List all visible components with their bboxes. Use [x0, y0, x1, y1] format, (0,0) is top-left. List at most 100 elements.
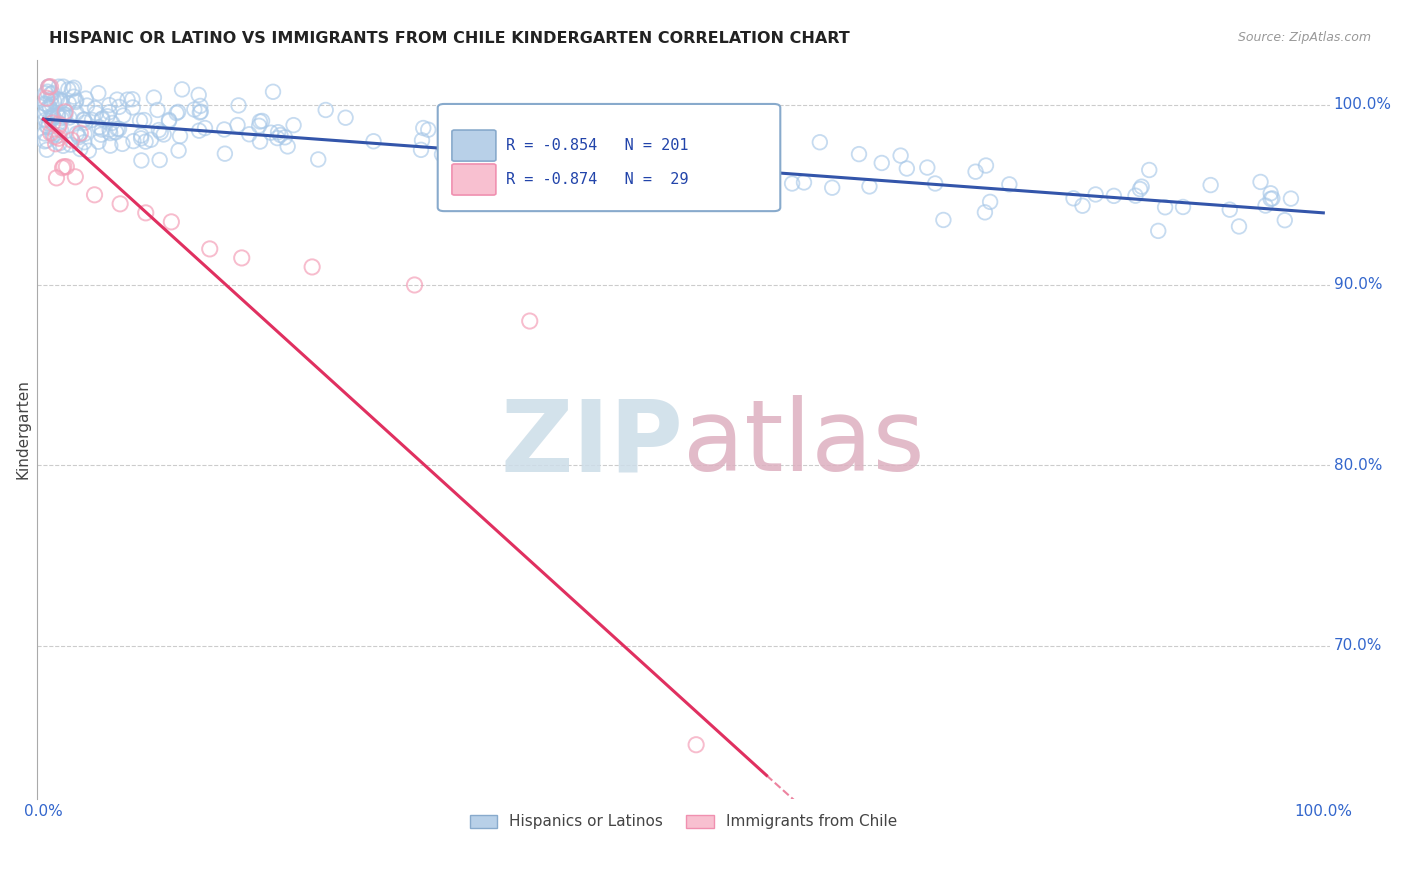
Y-axis label: Kindergarten: Kindergarten	[15, 379, 30, 479]
Point	[190, 104, 212, 119]
Point	[134, 113, 156, 128]
Point	[105, 93, 128, 107]
Point	[167, 104, 190, 119]
Point	[170, 82, 193, 96]
Point	[858, 179, 880, 194]
Point	[129, 128, 152, 143]
Point	[870, 156, 893, 170]
Point	[65, 95, 87, 109]
Point	[38, 79, 60, 94]
Point	[67, 130, 90, 145]
Point	[53, 104, 76, 119]
Point	[42, 111, 65, 125]
Point	[1274, 213, 1296, 227]
Point	[612, 134, 634, 148]
Text: 100.0%: 100.0%	[1334, 97, 1392, 112]
Point	[101, 116, 124, 130]
Point	[41, 97, 63, 112]
Point	[121, 100, 143, 114]
Point	[266, 131, 288, 145]
Point	[63, 80, 86, 95]
Point	[198, 242, 221, 256]
Point	[633, 159, 655, 173]
Point	[129, 113, 152, 128]
Point	[35, 119, 58, 133]
Point	[780, 177, 803, 191]
Point	[48, 131, 70, 145]
Point	[34, 106, 56, 120]
Point	[98, 122, 121, 136]
Point	[111, 136, 134, 151]
Text: 70.0%: 70.0%	[1334, 638, 1382, 653]
Point	[418, 122, 440, 136]
Point	[42, 94, 65, 108]
Point	[59, 137, 82, 152]
Point	[65, 106, 87, 120]
Point	[37, 79, 59, 94]
Point	[98, 105, 121, 120]
Point	[1261, 191, 1284, 205]
Point	[247, 119, 270, 133]
FancyBboxPatch shape	[451, 130, 496, 161]
Point	[91, 122, 114, 136]
Point	[55, 108, 77, 122]
Point	[562, 157, 585, 171]
Point	[65, 169, 87, 184]
Point	[41, 108, 63, 122]
Point	[90, 128, 112, 142]
Point	[1260, 192, 1282, 206]
Point	[34, 96, 56, 111]
Point	[249, 135, 271, 149]
Point	[519, 314, 541, 328]
Point	[73, 127, 96, 141]
Point	[52, 138, 75, 153]
Point	[1130, 179, 1153, 194]
Point	[48, 136, 70, 151]
Point	[998, 178, 1021, 192]
Point	[108, 197, 131, 211]
Text: Source: ZipAtlas.com: Source: ZipAtlas.com	[1237, 31, 1371, 45]
Point	[53, 108, 76, 122]
Point	[932, 213, 955, 227]
Point	[226, 118, 249, 132]
Point	[441, 153, 464, 168]
Point	[89, 120, 111, 135]
Text: HISPANIC OR LATINO VS IMMIGRANTS FROM CHILE KINDERGARTEN CORRELATION CHART: HISPANIC OR LATINO VS IMMIGRANTS FROM CH…	[49, 31, 851, 46]
Point	[41, 127, 63, 141]
Point	[34, 127, 56, 141]
Point	[214, 146, 236, 161]
Point	[1147, 224, 1170, 238]
Point	[84, 101, 107, 115]
Point	[546, 127, 568, 141]
Text: 90.0%: 90.0%	[1334, 277, 1382, 293]
Point	[808, 135, 831, 149]
Point	[60, 133, 83, 147]
Point	[228, 98, 250, 112]
Text: R = -0.874   N =  29: R = -0.874 N = 29	[506, 172, 689, 187]
Point	[122, 134, 145, 148]
Point	[131, 153, 153, 168]
Point	[39, 87, 62, 101]
Point	[149, 125, 172, 139]
Point	[277, 139, 299, 153]
Point	[238, 128, 260, 142]
Point	[1227, 219, 1250, 234]
Text: R = -0.854   N = 201: R = -0.854 N = 201	[506, 138, 689, 153]
Point	[1063, 191, 1085, 205]
Point	[34, 87, 56, 101]
Point	[108, 121, 131, 136]
Point	[49, 93, 72, 107]
Point	[974, 159, 997, 173]
Point	[72, 112, 94, 127]
Point	[117, 93, 139, 107]
Point	[58, 82, 80, 96]
Point	[979, 194, 1001, 209]
Point	[404, 277, 426, 292]
Point	[49, 95, 72, 110]
Point	[121, 92, 143, 106]
Point	[538, 130, 561, 145]
Point	[65, 94, 87, 108]
Point	[434, 172, 457, 186]
Point	[46, 108, 69, 122]
Point	[188, 123, 211, 137]
